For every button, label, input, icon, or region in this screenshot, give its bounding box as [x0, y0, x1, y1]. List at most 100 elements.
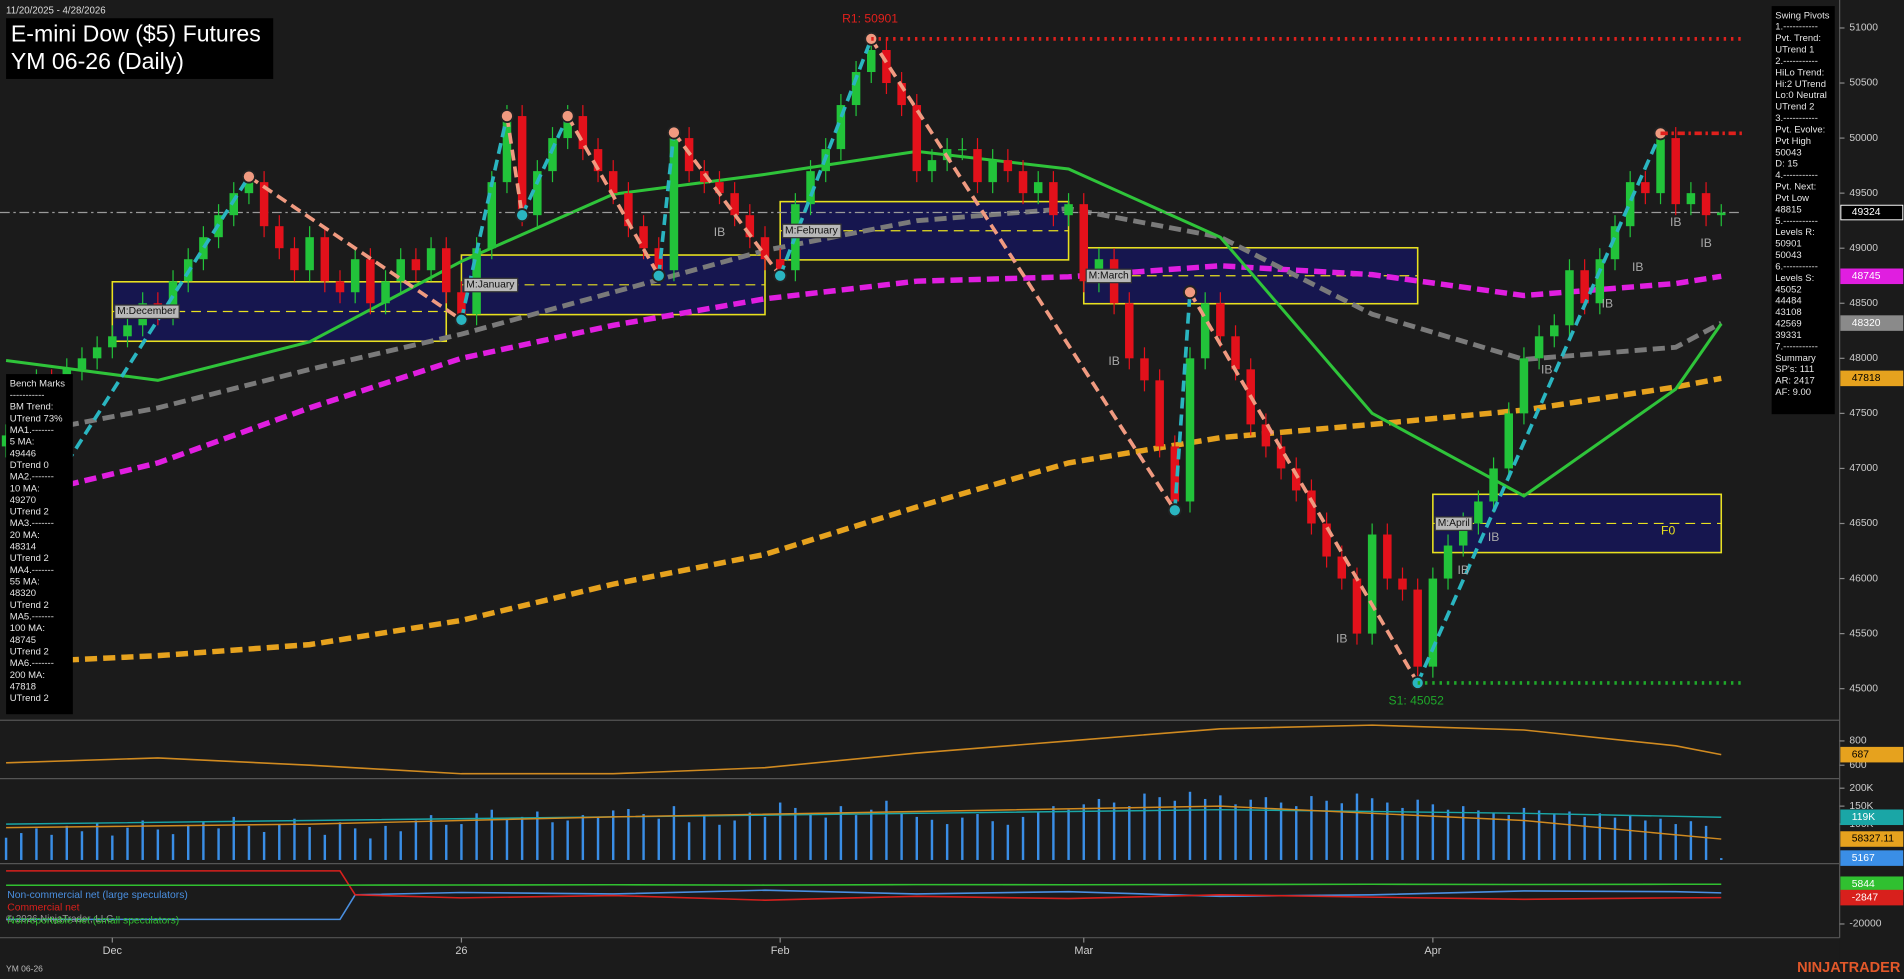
volume-bar	[581, 815, 585, 860]
panel-line: AR: 2417	[1775, 376, 1814, 387]
chart-title: E-mini Dow ($5) Futures	[11, 20, 261, 46]
panel-line: UTrend 2	[10, 600, 49, 611]
candle-body	[912, 105, 922, 172]
candle-body	[1489, 468, 1498, 502]
volume-bar	[1097, 798, 1101, 860]
candle-body	[533, 171, 542, 216]
value-badge	[1840, 889, 1904, 906]
panel-line: 5.-----------	[1775, 216, 1818, 227]
swing-leg	[869, 37, 1177, 512]
value-badge	[1840, 315, 1904, 331]
value-badge	[1840, 850, 1904, 866]
candle-body	[411, 259, 421, 271]
panel-line: 7.-----------	[1775, 341, 1818, 352]
panel-line: 50901	[1775, 239, 1801, 250]
candle-body	[1140, 358, 1149, 381]
monthly-box-label: M:January	[466, 280, 515, 291]
volume-bar	[217, 828, 220, 860]
candle-body	[927, 160, 937, 172]
y-tick-label: 48500	[1849, 298, 1878, 309]
annotation: IB	[1108, 354, 1119, 368]
value-badge-label: 5167	[1852, 853, 1875, 864]
monthly-box-label: M:December	[117, 306, 177, 317]
candle-body	[426, 248, 436, 271]
volume-bar	[627, 809, 630, 860]
volume-bar	[885, 800, 888, 860]
volume-bar	[1628, 815, 1632, 860]
volume-bar	[1431, 804, 1435, 860]
volume-bar	[1203, 798, 1207, 860]
candle-body	[1337, 556, 1347, 579]
swing-pivot	[241, 169, 256, 184]
candle-body	[882, 49, 891, 84]
candle-body	[1580, 270, 1589, 304]
candle-body	[973, 149, 982, 183]
swing-pivot	[1183, 285, 1197, 300]
volume-bar	[1446, 809, 1450, 860]
volume-bar	[1082, 804, 1085, 860]
volume-bar	[1386, 802, 1389, 860]
candle-body	[988, 160, 997, 183]
candle-body	[745, 215, 755, 238]
volume-bar	[50, 834, 53, 860]
monthly-box-label-bg	[1434, 516, 1473, 531]
panel-line: 49270	[10, 495, 36, 506]
annotation: IB	[1670, 215, 1681, 229]
volume-bar	[505, 818, 509, 860]
panel-line: 2.-----------	[1775, 56, 1818, 67]
candle-body	[775, 259, 785, 271]
volume-bar	[1720, 858, 1723, 860]
volume-bar	[35, 828, 38, 860]
volume-bar	[1249, 799, 1252, 860]
candle-body	[320, 237, 330, 282]
annotation: IB	[714, 225, 725, 239]
candle-body	[1686, 193, 1696, 205]
value-badge-label: 5844	[1852, 879, 1875, 890]
panel-line: 47818	[10, 681, 36, 692]
panel-line: 1.-----------	[1775, 22, 1818, 33]
candle-body	[851, 72, 861, 106]
y-tick-label: 46000	[1849, 573, 1878, 584]
volume-bar	[187, 824, 190, 860]
candle-body	[1610, 226, 1620, 260]
swing-leg	[520, 115, 570, 216]
annotation: IB	[1336, 631, 1347, 645]
candle-body	[1656, 138, 1665, 194]
monthly-box-label-bg	[1085, 268, 1133, 284]
panel-line: 44484	[1775, 296, 1801, 307]
candle-body	[1504, 413, 1513, 469]
volume-bar	[95, 823, 99, 860]
annotation: IB	[1457, 563, 1468, 577]
volume-bar	[854, 815, 858, 860]
volume-bar	[1598, 813, 1602, 860]
volume-bar	[171, 834, 175, 860]
panel-line: Levels S:	[1775, 273, 1814, 284]
candle-body	[1322, 523, 1331, 557]
candle-body	[1717, 212, 1726, 216]
candle-body	[457, 292, 466, 315]
candle-body	[229, 193, 238, 216]
candle-body	[199, 237, 208, 260]
candle-body	[517, 116, 527, 216]
volume-bar	[1370, 798, 1374, 860]
volume-bar	[1704, 825, 1708, 860]
swing-pivot	[651, 268, 666, 283]
y-tick-label: 45500	[1849, 628, 1878, 639]
candle-body	[1049, 182, 1058, 216]
annotation: IB	[1632, 260, 1643, 274]
volume-bar	[778, 802, 782, 860]
volume-bar	[718, 824, 721, 860]
volume-bar	[1477, 810, 1480, 860]
volume-bar	[293, 818, 296, 860]
candle-body	[1565, 270, 1574, 326]
panel-line: Lo:0 Neutral	[1775, 90, 1827, 101]
value-badge	[1840, 204, 1904, 221]
volume-bar	[1188, 791, 1192, 860]
volume-bar	[1143, 793, 1146, 860]
candle-body	[1276, 446, 1286, 469]
swing-pivot	[1167, 503, 1182, 518]
y-tick-label: 800	[1849, 736, 1866, 747]
panel-line: Pvt. Trend:	[1775, 33, 1821, 44]
value-badge-label: 47818	[1852, 373, 1881, 384]
